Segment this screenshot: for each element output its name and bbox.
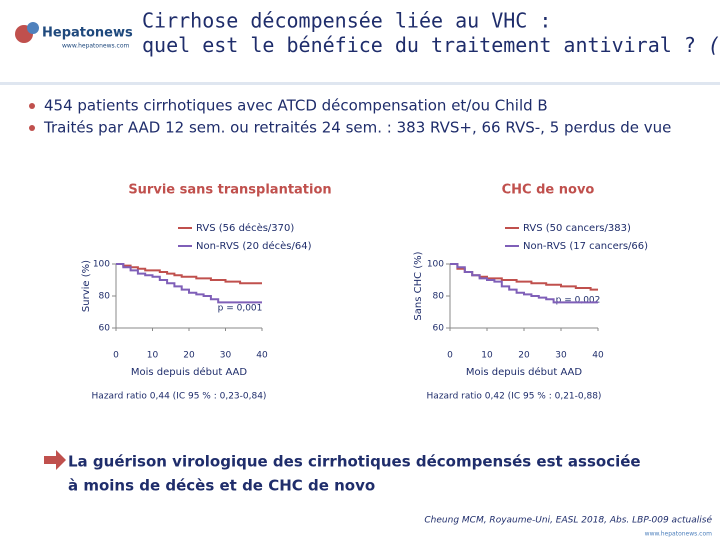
annotation: p = 0,002 bbox=[556, 296, 601, 306]
bullet-dot bbox=[29, 125, 35, 131]
bullet: 454 patients cirrhotiques avec ATCD déco… bbox=[44, 97, 548, 115]
footnote: Hazard ratio 0,44 (IC 95 % : 0,23-0,84) bbox=[92, 392, 267, 402]
title-ref: (1) bbox=[708, 33, 720, 57]
title: quel est le bénéfice du traitement antiv… bbox=[142, 33, 720, 57]
legend-label: RVS (50 cancers/383) bbox=[523, 223, 631, 234]
title: Cirrhose décompensée liée au VHC : bbox=[142, 9, 551, 33]
legend-label: Non-RVS (20 décès/64) bbox=[196, 240, 312, 252]
logo-url: www.hepatonews.com bbox=[62, 43, 129, 50]
x-tick-label: 20 bbox=[183, 351, 195, 361]
x-axis-label: Mois depuis début AAD bbox=[466, 366, 583, 378]
logo-mark bbox=[27, 22, 39, 34]
y-tick-label: 80 bbox=[433, 292, 445, 302]
x-tick-label: 10 bbox=[147, 351, 159, 361]
footnote: Hazard ratio 0,42 (IC 95 % : 0,21-0,88) bbox=[427, 392, 602, 402]
x-tick-label: 30 bbox=[555, 351, 567, 361]
x-tick-label: 40 bbox=[592, 351, 604, 361]
conclusion: La guérison virologique des cirrhotiques… bbox=[68, 453, 641, 471]
y-axis-label: Sans CHC (%) bbox=[413, 251, 424, 320]
x-axis-label: Mois depuis début AAD bbox=[131, 366, 248, 378]
survival-curve bbox=[116, 263, 262, 304]
bullet: Traités par AAD 12 sem. ou retraités 24 … bbox=[43, 119, 671, 137]
chart-title: Survie sans transplantation bbox=[128, 183, 331, 198]
y-tick-label: 60 bbox=[433, 324, 445, 334]
survival-curve bbox=[450, 263, 598, 304]
bullet-dot bbox=[29, 103, 35, 109]
chart-title: CHC de novo bbox=[502, 183, 595, 198]
x-tick-label: 20 bbox=[518, 351, 530, 361]
x-tick-label: 40 bbox=[256, 351, 268, 361]
title-text: quel est le bénéfice du traitement antiv… bbox=[142, 33, 696, 57]
legend-label: Non-RVS (17 cancers/66) bbox=[523, 241, 648, 252]
citation: Cheung MCM, Royaume-Uni, EASL 2018, Abs.… bbox=[424, 515, 712, 526]
survival-curve bbox=[116, 263, 262, 285]
x-tick-label: 30 bbox=[220, 351, 232, 361]
x-tick-label: 10 bbox=[481, 351, 493, 361]
y-tick-label: 60 bbox=[99, 324, 111, 334]
legend-label: RVS (56 décès/370) bbox=[196, 222, 294, 234]
footer-url: www.hepatonews.com bbox=[645, 531, 712, 538]
x-tick-label: 0 bbox=[113, 351, 119, 361]
header-rule bbox=[0, 82, 720, 85]
x-tick-label: 0 bbox=[447, 351, 453, 361]
y-tick-label: 100 bbox=[93, 260, 110, 270]
arrow-icon bbox=[44, 450, 66, 470]
logo-name: Hepatonews bbox=[42, 26, 133, 41]
y-tick-label: 80 bbox=[99, 292, 111, 302]
y-tick-label: 100 bbox=[427, 260, 444, 270]
y-axis-label: Survie (%) bbox=[81, 260, 92, 312]
annotation: p = 0,001 bbox=[218, 304, 263, 314]
conclusion: à moins de décès et de CHC de novo bbox=[68, 477, 375, 495]
